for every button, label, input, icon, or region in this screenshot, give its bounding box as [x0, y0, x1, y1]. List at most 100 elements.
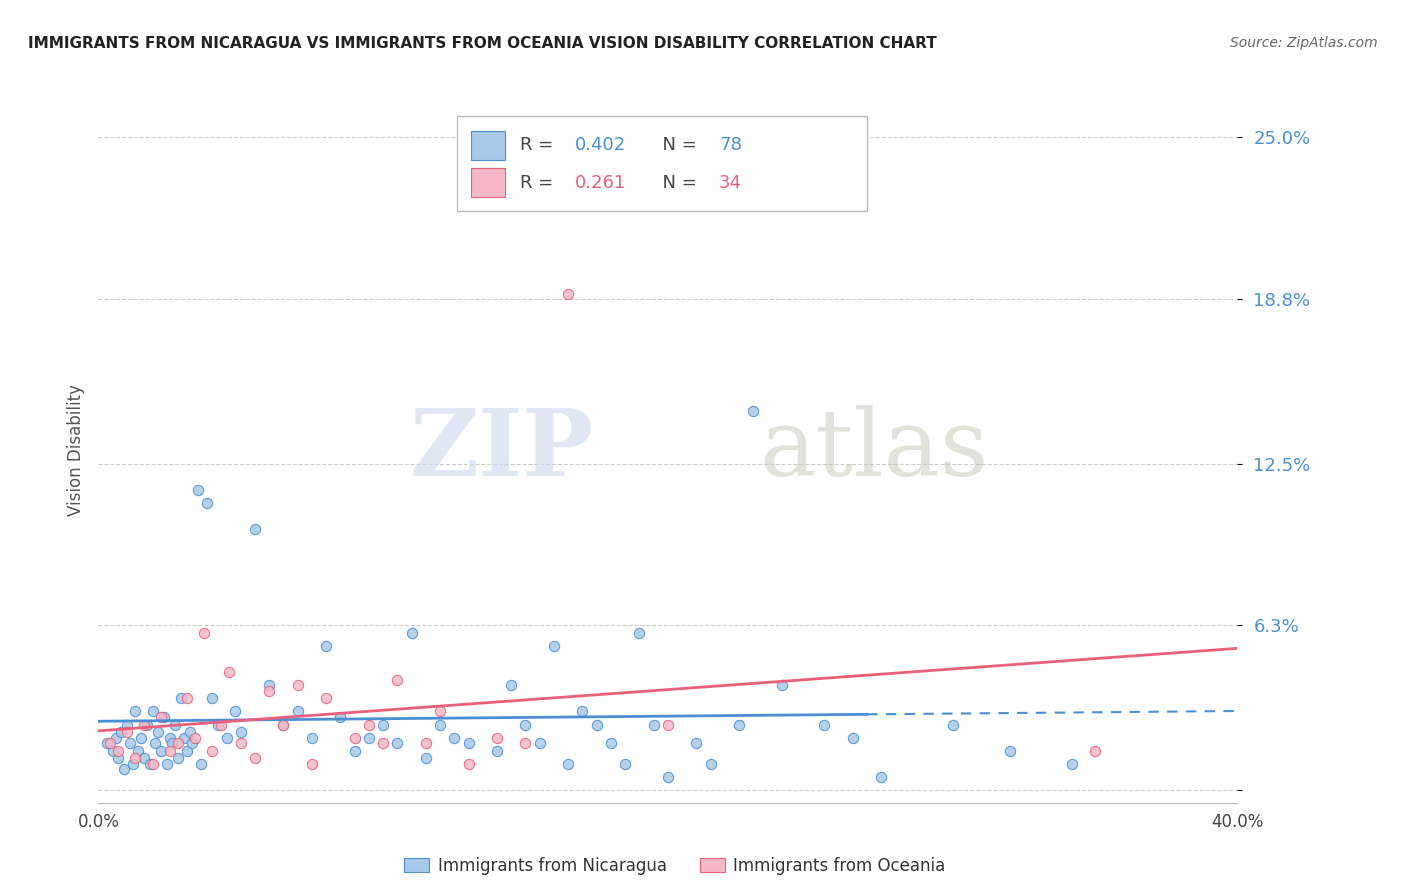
Point	[153, 709, 176, 723]
Point	[224, 705, 246, 719]
Point	[135, 717, 157, 731]
Point	[457, 736, 479, 750]
Point	[585, 717, 607, 731]
Point	[176, 691, 198, 706]
Point	[429, 717, 451, 731]
Point	[657, 717, 679, 731]
Point	[259, 683, 281, 698]
Point	[107, 751, 129, 765]
Point	[107, 743, 129, 757]
Point	[443, 731, 465, 745]
Text: R =: R =	[520, 136, 558, 154]
Point	[98, 736, 121, 750]
Point	[1062, 756, 1084, 771]
Point	[287, 678, 309, 692]
Point	[96, 736, 118, 750]
Point	[179, 725, 201, 739]
Point	[201, 691, 224, 706]
Point	[657, 770, 679, 784]
Point	[229, 725, 252, 739]
Point	[150, 709, 173, 723]
Point	[429, 705, 451, 719]
Point	[156, 756, 179, 771]
Point	[301, 756, 323, 771]
Point	[1084, 743, 1107, 757]
Point	[486, 743, 509, 757]
Point	[457, 756, 479, 771]
Point	[357, 717, 380, 731]
Legend: Immigrants from Nicaragua, Immigrants from Oceania: Immigrants from Nicaragua, Immigrants fr…	[405, 856, 945, 875]
Point	[104, 731, 127, 745]
Point	[373, 717, 395, 731]
Point	[728, 717, 751, 731]
Point	[184, 731, 207, 745]
Point	[373, 736, 395, 750]
Point	[942, 717, 965, 731]
Point	[401, 626, 423, 640]
FancyBboxPatch shape	[471, 168, 505, 197]
Text: 78: 78	[718, 136, 742, 154]
Point	[167, 736, 190, 750]
Point	[218, 665, 240, 680]
Point	[101, 743, 124, 757]
Point	[124, 705, 146, 719]
Point	[129, 731, 152, 745]
Point	[141, 705, 163, 719]
Point	[614, 756, 637, 771]
Point	[145, 736, 167, 750]
Point	[842, 731, 865, 745]
Point	[229, 736, 252, 750]
Text: ZIP: ZIP	[409, 406, 593, 495]
Text: IMMIGRANTS FROM NICARAGUA VS IMMIGRANTS FROM OCEANIA VISION DISABILITY CORRELATI: IMMIGRANTS FROM NICARAGUA VS IMMIGRANTS …	[28, 36, 936, 51]
Point	[187, 483, 209, 497]
Point	[699, 756, 721, 771]
Text: Source: ZipAtlas.com: Source: ZipAtlas.com	[1230, 36, 1378, 50]
Text: 0.261: 0.261	[575, 174, 626, 192]
Point	[124, 751, 146, 765]
Text: R =: R =	[520, 174, 558, 192]
Point	[259, 678, 281, 692]
Point	[998, 743, 1021, 757]
Point	[121, 756, 143, 771]
Point	[557, 286, 579, 301]
Point	[201, 743, 224, 757]
Point	[557, 756, 579, 771]
Point	[215, 731, 238, 745]
Point	[207, 717, 229, 731]
Point	[387, 673, 409, 687]
Point	[115, 725, 138, 739]
Point	[813, 717, 835, 731]
Point	[529, 736, 551, 750]
Point	[132, 717, 155, 731]
Point	[770, 678, 793, 692]
Point	[209, 717, 232, 731]
Point	[159, 743, 181, 757]
Point	[870, 770, 893, 784]
Point	[643, 717, 665, 731]
Point	[343, 743, 366, 757]
Point	[273, 717, 295, 731]
Point	[159, 731, 181, 745]
Point	[176, 743, 198, 757]
Point	[173, 731, 195, 745]
Point	[742, 404, 765, 418]
Y-axis label: Vision Disability: Vision Disability	[66, 384, 84, 516]
FancyBboxPatch shape	[471, 130, 505, 161]
Point	[515, 717, 537, 731]
Point	[329, 709, 352, 723]
Point	[162, 736, 184, 750]
Point	[148, 725, 170, 739]
Point	[273, 717, 295, 731]
Text: 34: 34	[718, 174, 742, 192]
Point	[357, 731, 380, 745]
Text: N =: N =	[651, 174, 702, 192]
Point	[315, 691, 337, 706]
Point	[301, 731, 323, 745]
Point	[150, 743, 173, 757]
Point	[628, 626, 651, 640]
Point	[127, 743, 149, 757]
Point	[501, 678, 523, 692]
Point	[141, 756, 163, 771]
Point	[387, 736, 409, 750]
Text: atlas: atlas	[759, 406, 988, 495]
